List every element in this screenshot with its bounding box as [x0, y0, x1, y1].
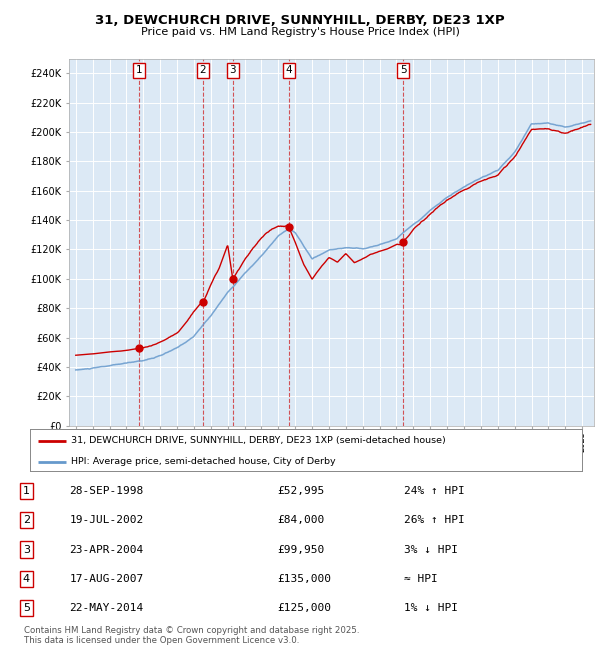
- Text: 3: 3: [230, 65, 236, 75]
- Text: 17-AUG-2007: 17-AUG-2007: [70, 574, 144, 584]
- Text: 31, DEWCHURCH DRIVE, SUNNYHILL, DERBY, DE23 1XP (semi-detached house): 31, DEWCHURCH DRIVE, SUNNYHILL, DERBY, D…: [71, 436, 446, 445]
- Text: 5: 5: [400, 65, 406, 75]
- Text: 19-JUL-2002: 19-JUL-2002: [70, 515, 144, 525]
- Text: ≈ HPI: ≈ HPI: [404, 574, 437, 584]
- Text: £135,000: £135,000: [277, 574, 331, 584]
- Text: 23-APR-2004: 23-APR-2004: [70, 545, 144, 554]
- Text: 4: 4: [286, 65, 292, 75]
- Text: £84,000: £84,000: [277, 515, 324, 525]
- Text: 1: 1: [136, 65, 142, 75]
- Text: £99,950: £99,950: [277, 545, 324, 554]
- Text: 1% ↓ HPI: 1% ↓ HPI: [404, 603, 458, 613]
- Text: 3: 3: [23, 545, 30, 554]
- Text: HPI: Average price, semi-detached house, City of Derby: HPI: Average price, semi-detached house,…: [71, 458, 336, 467]
- Text: 2: 2: [200, 65, 206, 75]
- Text: 2: 2: [23, 515, 30, 525]
- Text: 3% ↓ HPI: 3% ↓ HPI: [404, 545, 458, 554]
- Text: 4: 4: [23, 574, 30, 584]
- Text: £52,995: £52,995: [277, 486, 324, 496]
- Text: 31, DEWCHURCH DRIVE, SUNNYHILL, DERBY, DE23 1XP: 31, DEWCHURCH DRIVE, SUNNYHILL, DERBY, D…: [95, 14, 505, 27]
- Text: 24% ↑ HPI: 24% ↑ HPI: [404, 486, 464, 496]
- Text: £125,000: £125,000: [277, 603, 331, 613]
- Text: 22-MAY-2014: 22-MAY-2014: [70, 603, 144, 613]
- Text: Contains HM Land Registry data © Crown copyright and database right 2025.
This d: Contains HM Land Registry data © Crown c…: [24, 626, 359, 645]
- Text: Price paid vs. HM Land Registry's House Price Index (HPI): Price paid vs. HM Land Registry's House …: [140, 27, 460, 37]
- Text: 28-SEP-1998: 28-SEP-1998: [70, 486, 144, 496]
- Text: 1: 1: [23, 486, 30, 496]
- Text: 26% ↑ HPI: 26% ↑ HPI: [404, 515, 464, 525]
- Text: 5: 5: [23, 603, 30, 613]
